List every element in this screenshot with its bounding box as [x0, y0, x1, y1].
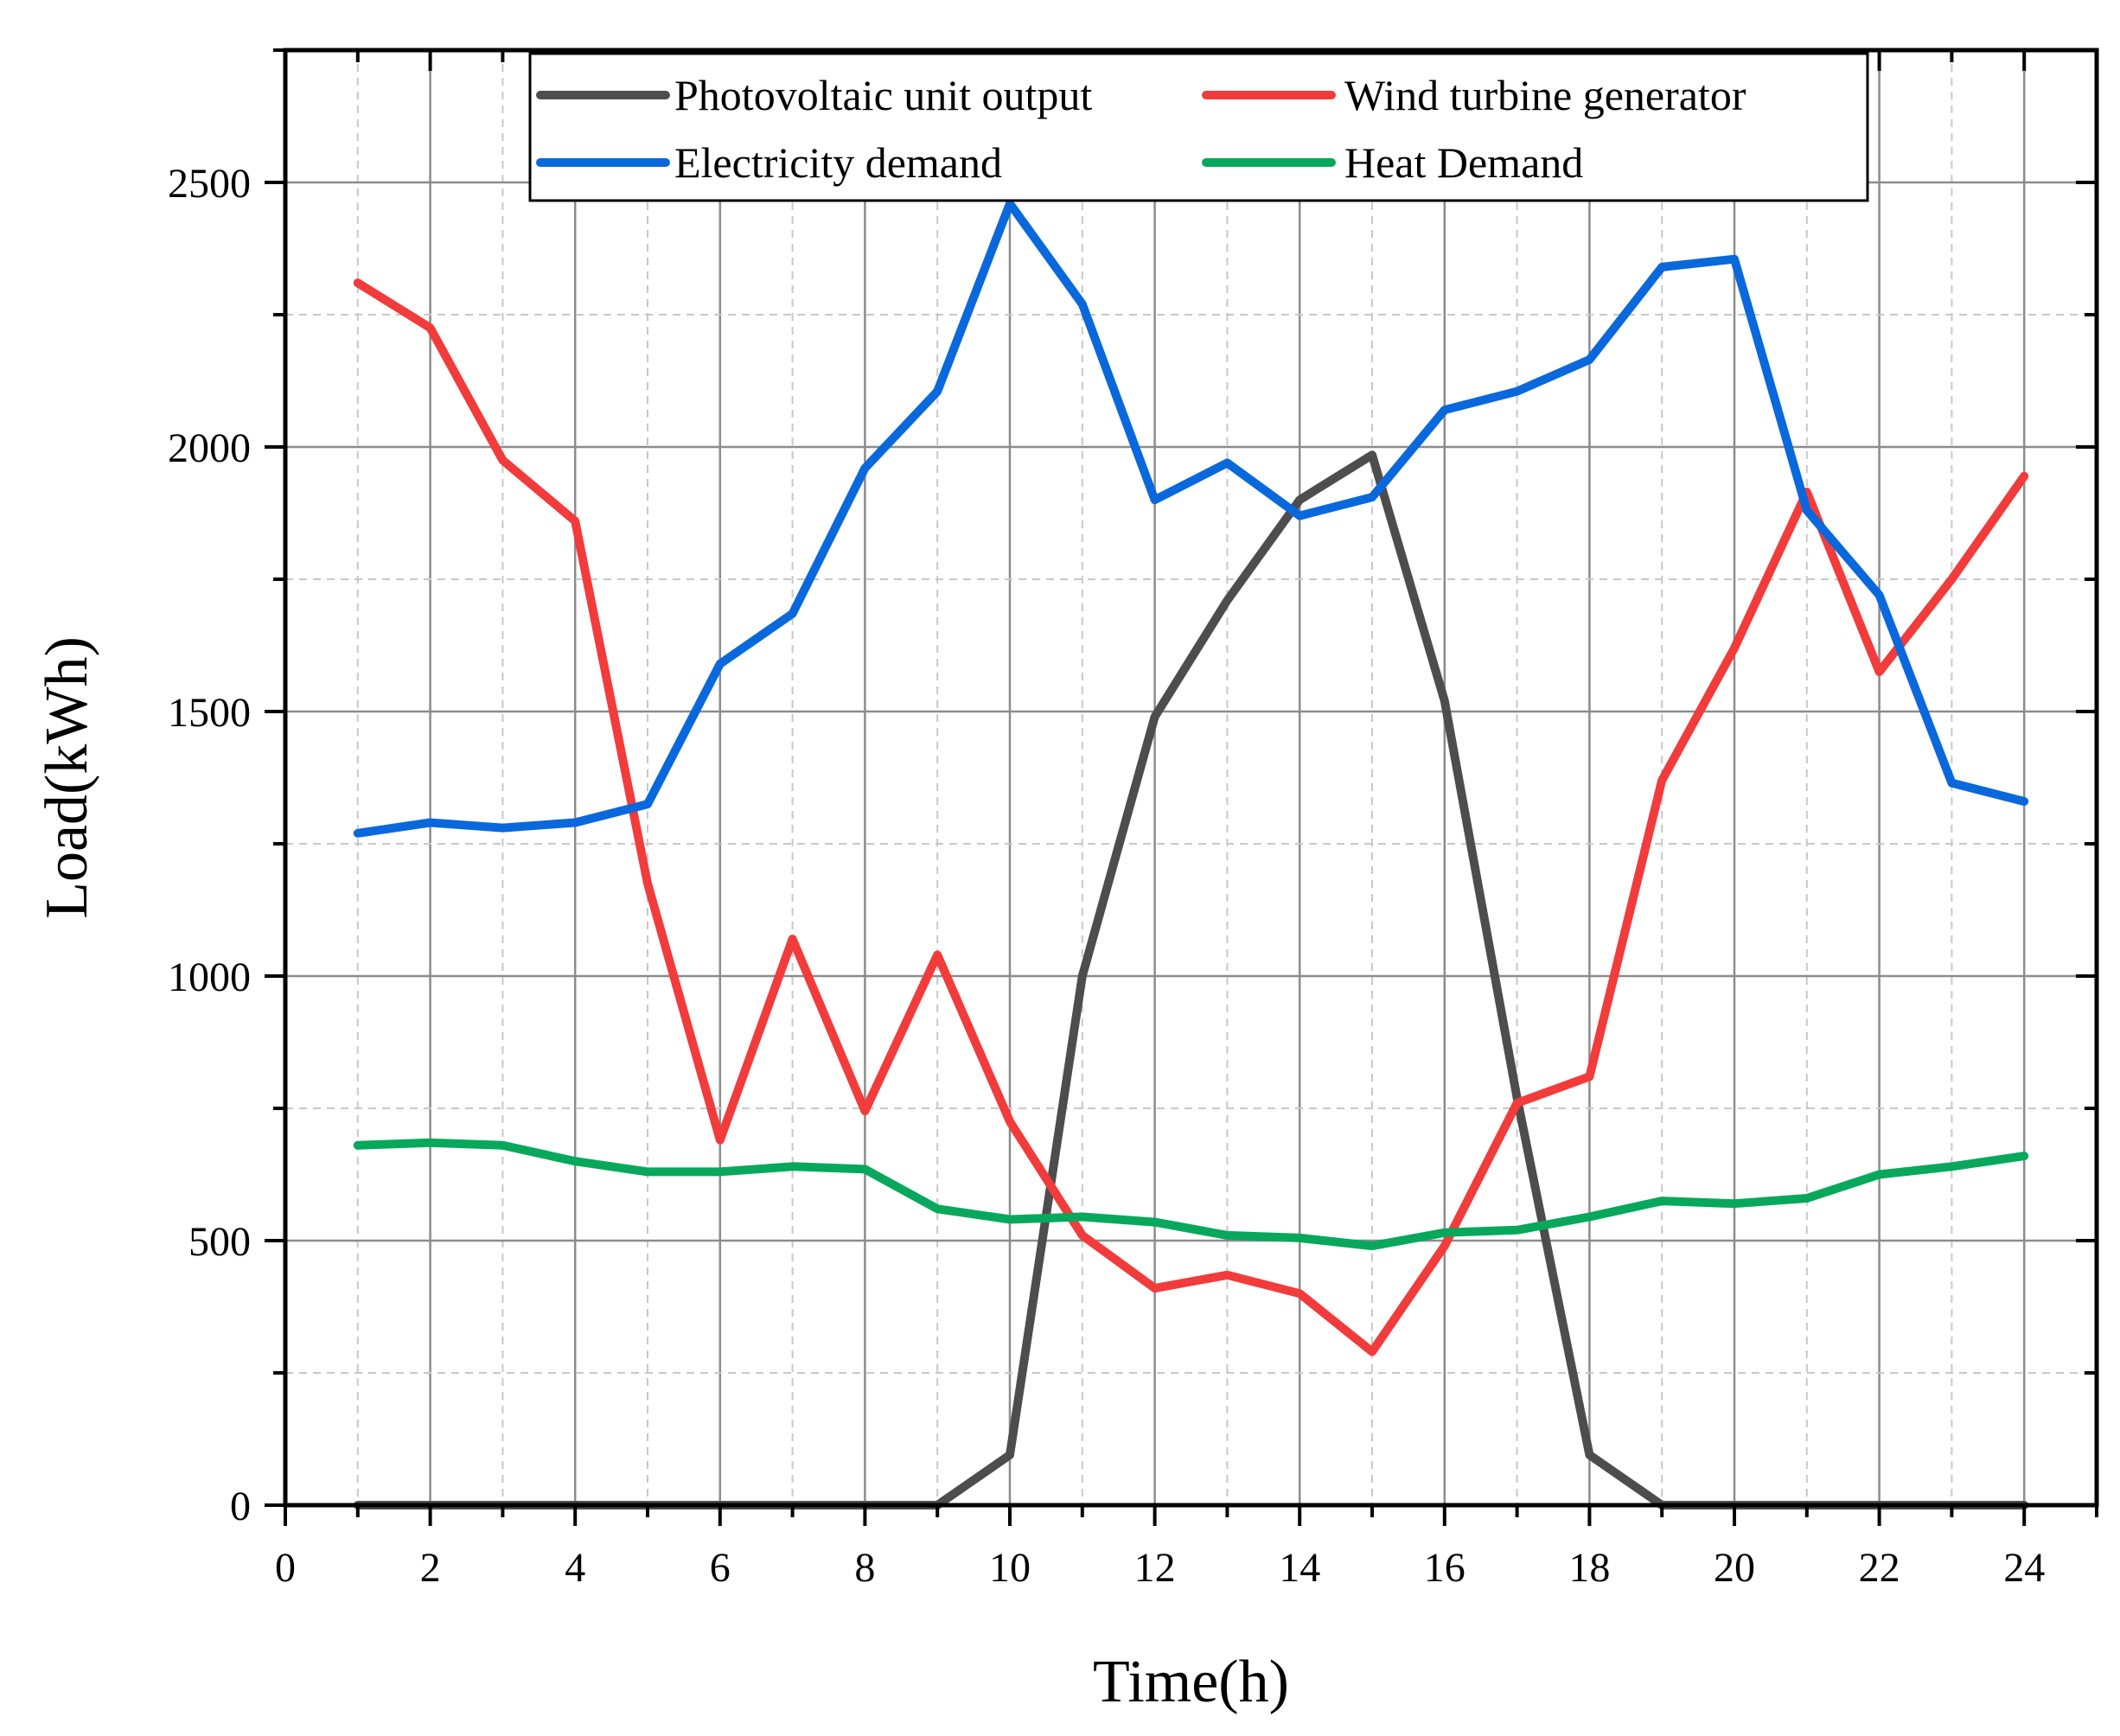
y-tick-label: 1500: [168, 690, 251, 736]
legend-label-3: Electricity demand: [674, 138, 1002, 187]
y-tick-label: 2500: [168, 161, 251, 207]
x-tick-label: 18: [1568, 1545, 1610, 1591]
legend: Photovoltaic unit output Wind turbine gen…: [528, 52, 1869, 202]
legend-label-2: Wind turbine generator: [1344, 71, 1746, 119]
legend-label-1: Photovoltaic unit output: [674, 71, 1092, 119]
legend-box: [528, 52, 1869, 202]
x-tick-label: 4: [565, 1545, 585, 1591]
grid: [285, 50, 2097, 1505]
y-tick-label: 2000: [168, 425, 251, 471]
legend-label-4: Heat Demand: [1344, 138, 1583, 187]
x-tick-label: 6: [710, 1545, 731, 1591]
x-tick-label: 16: [1424, 1545, 1465, 1591]
series-line-2: [353, 278, 2029, 1356]
y-tick-label: 0: [230, 1484, 251, 1529]
x-tick-label: 10: [989, 1545, 1031, 1591]
axis-ticks: 0 2 4 6 8 10 12 14 16 18 20 22 240500100015002000250…: [168, 48, 2098, 1591]
series-line-3: [353, 199, 2029, 838]
x-tick-label: 14: [1279, 1545, 1320, 1591]
y-axis-title: Load(kWh): [34, 636, 100, 919]
y-tick-label: 1000: [168, 954, 251, 1000]
x-tick-label: 22: [1859, 1545, 1900, 1591]
y-tick-label: 500: [188, 1219, 251, 1265]
x-tick-label: 20: [1714, 1545, 1755, 1591]
x-tick-label: 2: [420, 1545, 441, 1591]
series-line-4: [353, 1138, 2029, 1251]
x-tick-label: 0: [275, 1545, 296, 1591]
x-tick-label: 24: [2003, 1545, 2045, 1591]
x-axis-title: Time(h): [1093, 1649, 1289, 1715]
x-tick-label: 12: [1134, 1545, 1176, 1591]
x-tick-label: 8: [854, 1545, 875, 1591]
plot-frame: [283, 48, 2099, 1508]
